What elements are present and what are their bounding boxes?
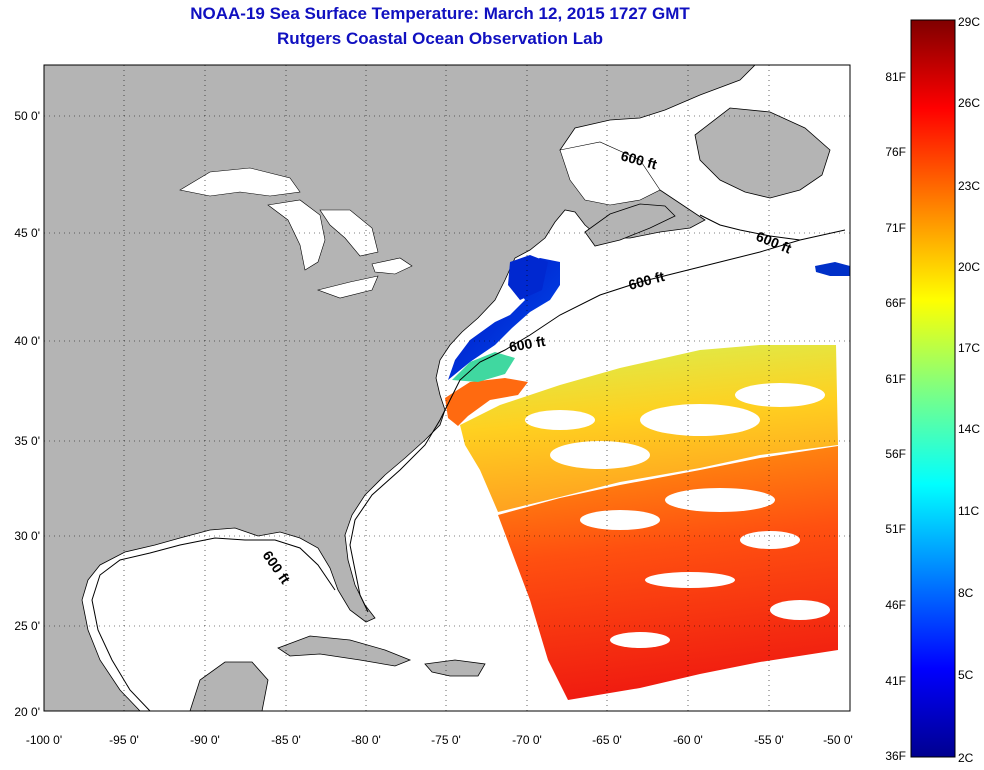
map-title: NOAA-19 Sea Surface Temperature: March 1… [190, 4, 690, 23]
colorbar-label-c: 20C [958, 260, 980, 274]
colorbar-label-f: 51F [885, 522, 906, 536]
lon-tick-label: -100 0' [26, 733, 62, 747]
lon-tick-label: -80 0' [351, 733, 381, 747]
colorbar-fahrenheit-labels: 81F 76F 71F 66F 61F 56F 51F 46F 41F 36F [885, 70, 906, 763]
sst-swath [445, 255, 850, 700]
sst-gulf-of-maine [508, 255, 548, 300]
colorbar [910, 19, 956, 758]
colorbar-label-f: 56F [885, 447, 906, 461]
lon-tick-label: -85 0' [271, 733, 301, 747]
land-nova-scotia [584, 203, 676, 247]
colorbar-label-f: 66F [885, 296, 906, 310]
colorbar-label-c: 23C [958, 179, 980, 193]
lon-tick-label: -65 0' [592, 733, 622, 747]
sst-coastal-green [452, 352, 515, 382]
colorbar-label-f: 46F [885, 598, 906, 612]
lon-tick-label: -50 0' [823, 733, 853, 747]
sst-gulf-stream-warm [445, 378, 528, 426]
map-subtitle: Rutgers Coastal Ocean Observation Lab [277, 29, 603, 48]
colorbar-label-c: 26C [958, 96, 980, 110]
lat-tick-label: 25 0' [14, 619, 40, 633]
map-frame [43, 64, 851, 712]
colorbar-label-f: 41F [885, 674, 906, 688]
lat-tick-label: 30 0' [14, 529, 40, 543]
land-newfoundland [694, 107, 831, 199]
colorbar-label-c: 8C [958, 586, 974, 600]
sst-east-cold [815, 262, 850, 276]
lon-tick-label: -55 0' [754, 733, 784, 747]
lat-tick-label: 45 0' [14, 226, 40, 240]
isobath-label-600ft: 600 ft [508, 333, 547, 355]
colorbar-celsius-labels: 29C 26C 23C 20C 17C 14C 11C 8C 5C 2C [958, 15, 980, 765]
colorbar-label-f: 81F [885, 70, 906, 84]
gulf-st-lawrence [559, 141, 661, 206]
land-hispaniola [424, 659, 486, 677]
land-yucatan [189, 661, 269, 711]
colorbar-label-f: 61F [885, 372, 906, 386]
isobath-600ft [91, 214, 846, 711]
colorbar-label-c: 29C [958, 15, 980, 29]
lat-tick-label: 35 0' [14, 434, 40, 448]
land-cuba [277, 635, 412, 667]
cloud-gaps [525, 383, 830, 648]
lon-tick-label: -90 0' [190, 733, 220, 747]
lon-tick-label: -75 0' [431, 733, 461, 747]
colorbar-label-c: 17C [958, 341, 980, 355]
colorbar-label-c: 14C [958, 422, 980, 436]
lon-tick-label: -70 0' [512, 733, 542, 747]
colorbar-label-c: 2C [958, 751, 974, 765]
colorbar-label-c: 11C [958, 504, 979, 518]
lon-tick-label: -60 0' [673, 733, 703, 747]
colorbar-label-f: 36F [885, 749, 906, 763]
colorbar-label-f: 76F [885, 145, 906, 159]
colorbar-label-f: 71F [885, 221, 906, 235]
sst-central-swath [460, 345, 838, 512]
lat-tick-label: 50 0' [14, 109, 40, 123]
lat-tick-label: 20 0' [14, 705, 40, 719]
lon-tick-label: -95 0' [109, 733, 139, 747]
colorbar-label-c: 5C [958, 668, 974, 682]
lat-tick-label: 40 0' [14, 334, 40, 348]
